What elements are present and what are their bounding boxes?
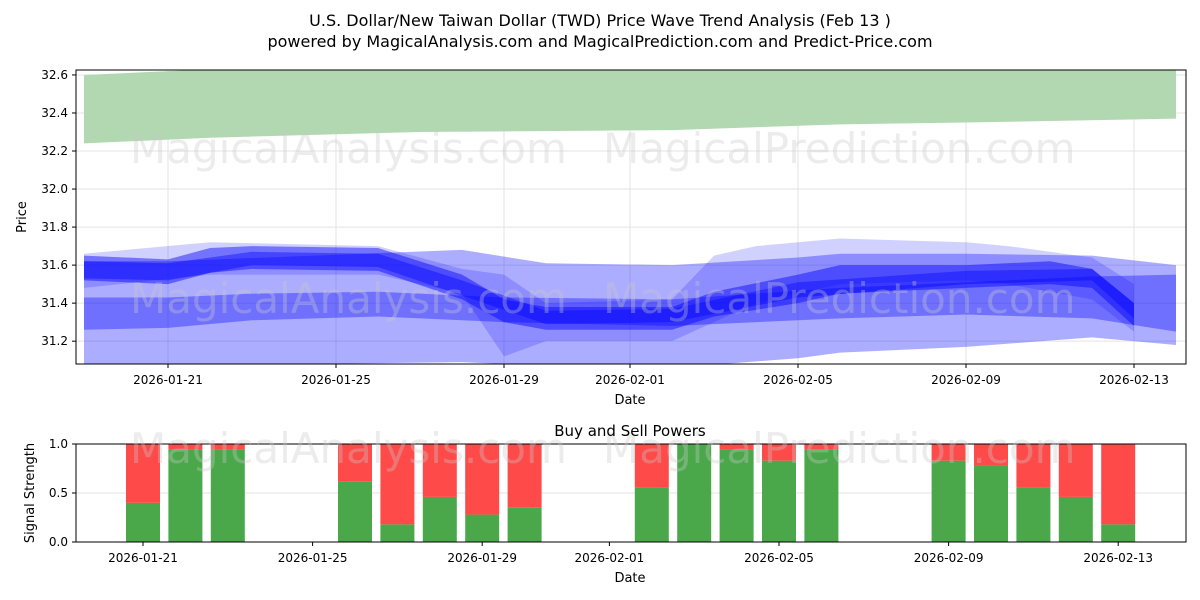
buy-bar xyxy=(168,449,203,542)
sell-bar xyxy=(1058,444,1093,497)
watermark-2: MagicalPrediction.com xyxy=(603,124,1076,173)
sell-bar xyxy=(974,444,1008,466)
sell-bar xyxy=(931,444,966,461)
buy-bar xyxy=(1101,524,1136,542)
buy-bar xyxy=(338,481,372,542)
buy-bar xyxy=(1016,487,1051,542)
sell-bar xyxy=(719,444,754,450)
watermark-3: MagicalAnalysis.com xyxy=(130,274,567,323)
signal-xtick-label: 2026-02-13 xyxy=(1083,551,1153,565)
buy-bar xyxy=(931,460,966,542)
price-axes-frame xyxy=(75,69,1187,365)
price-xlabel: Date xyxy=(614,393,645,408)
signal-xtick-label: 2026-01-25 xyxy=(278,551,348,565)
sell-bar xyxy=(634,444,669,488)
signal-axes-frame xyxy=(75,443,1187,543)
signal-xtick-label: 2026-01-21 xyxy=(108,551,178,565)
buy-bar xyxy=(804,449,839,542)
chart-subtitle: powered by MagicalAnalysis.com and Magic… xyxy=(267,32,932,51)
forecast-green-band xyxy=(84,70,1176,144)
price-ytick-label: 32.6 xyxy=(41,68,68,82)
signal-xtick-label: 2026-02-01 xyxy=(575,551,645,565)
sell-bar xyxy=(422,444,457,497)
signal-ytick-label: 1.0 xyxy=(49,437,68,451)
price-ytick-label: 31.2 xyxy=(41,334,68,348)
signal-xtick-label: 2026-01-29 xyxy=(447,551,517,565)
sell-bar xyxy=(804,444,839,450)
signal-xtick-label: 2026-02-09 xyxy=(914,551,984,565)
wave-blue-band xyxy=(84,238,1134,357)
wave-blue-band xyxy=(84,274,1176,332)
wave-blue-band xyxy=(84,249,1176,364)
signal-ytick-label: 0.0 xyxy=(49,535,68,549)
buy-bar xyxy=(677,444,712,542)
buy-bar xyxy=(210,449,245,542)
buy-bar xyxy=(719,449,754,542)
sell-bar xyxy=(762,444,796,461)
price-xtick-label: 2026-01-25 xyxy=(301,373,371,387)
signal-xtick-label: 2026-02-05 xyxy=(744,551,814,565)
sell-bar xyxy=(1016,444,1051,488)
sell-bar xyxy=(126,444,160,503)
price-chart: 31.2 31.4 31.6 31.8 32.0 32.2 32.4 32.6 2026-01-… xyxy=(41,68,1187,387)
price-xtick-label: 2026-02-13 xyxy=(1099,373,1169,387)
signal-title: Buy and Sell Powers xyxy=(554,422,706,440)
sell-bar xyxy=(210,444,245,450)
sell-bar xyxy=(338,444,372,482)
signal-ytick-label: 0.5 xyxy=(49,486,68,500)
signal-ylabel: Signal Strength xyxy=(23,443,38,543)
watermark-6: MagicalPrediction.com xyxy=(603,424,1076,473)
price-ytick-label: 31.4 xyxy=(41,296,68,310)
price-ytick-label: 32.4 xyxy=(41,106,68,120)
price-ytick-label: 32.2 xyxy=(41,144,68,158)
watermark-5: MagicalAnalysis.com xyxy=(130,424,567,473)
watermarks: MagicalAnalysis.com MagicalPrediction.co… xyxy=(130,124,1076,473)
signal-xlabel: Date xyxy=(614,571,645,586)
sell-bar xyxy=(507,444,542,508)
sell-bar xyxy=(380,444,415,525)
sell-bar xyxy=(1101,444,1136,525)
price-xtick-label: 2026-01-21 xyxy=(133,373,203,387)
sell-bar xyxy=(168,444,203,450)
buy-bar xyxy=(762,460,796,542)
price-ylabel: Price xyxy=(15,201,30,233)
price-xtick-label: 2026-02-01 xyxy=(595,373,665,387)
buy-bar xyxy=(634,487,669,542)
buy-bar xyxy=(507,507,542,542)
buy-bar xyxy=(974,465,1008,542)
sell-bar xyxy=(465,444,500,515)
price-ytick-label: 31.8 xyxy=(41,220,68,234)
watermark-4: MagicalPrediction.com xyxy=(603,274,1076,323)
buy-bar xyxy=(465,514,500,542)
buy-bar xyxy=(126,502,160,542)
buy-bar xyxy=(1058,496,1093,542)
price-xtick-label: 2026-02-05 xyxy=(763,373,833,387)
price-ytick-label: 31.6 xyxy=(41,258,68,272)
signal-chart: 0.0 0.5 1.0 2026-01-21 2026-01-25 2026-01-29 2… xyxy=(49,437,1187,565)
price-xtick-label: 2026-01-29 xyxy=(469,373,539,387)
buy-bar xyxy=(380,524,415,542)
buy-bar xyxy=(422,496,457,542)
watermark-1: MagicalAnalysis.com xyxy=(130,124,567,173)
wave-blue-band xyxy=(84,246,1134,330)
price-xtick-label: 2026-02-09 xyxy=(931,373,1001,387)
chart-title: U.S. Dollar/New Taiwan Dollar (TWD) Pric… xyxy=(309,11,891,30)
price-ytick-label: 32.0 xyxy=(41,182,68,196)
